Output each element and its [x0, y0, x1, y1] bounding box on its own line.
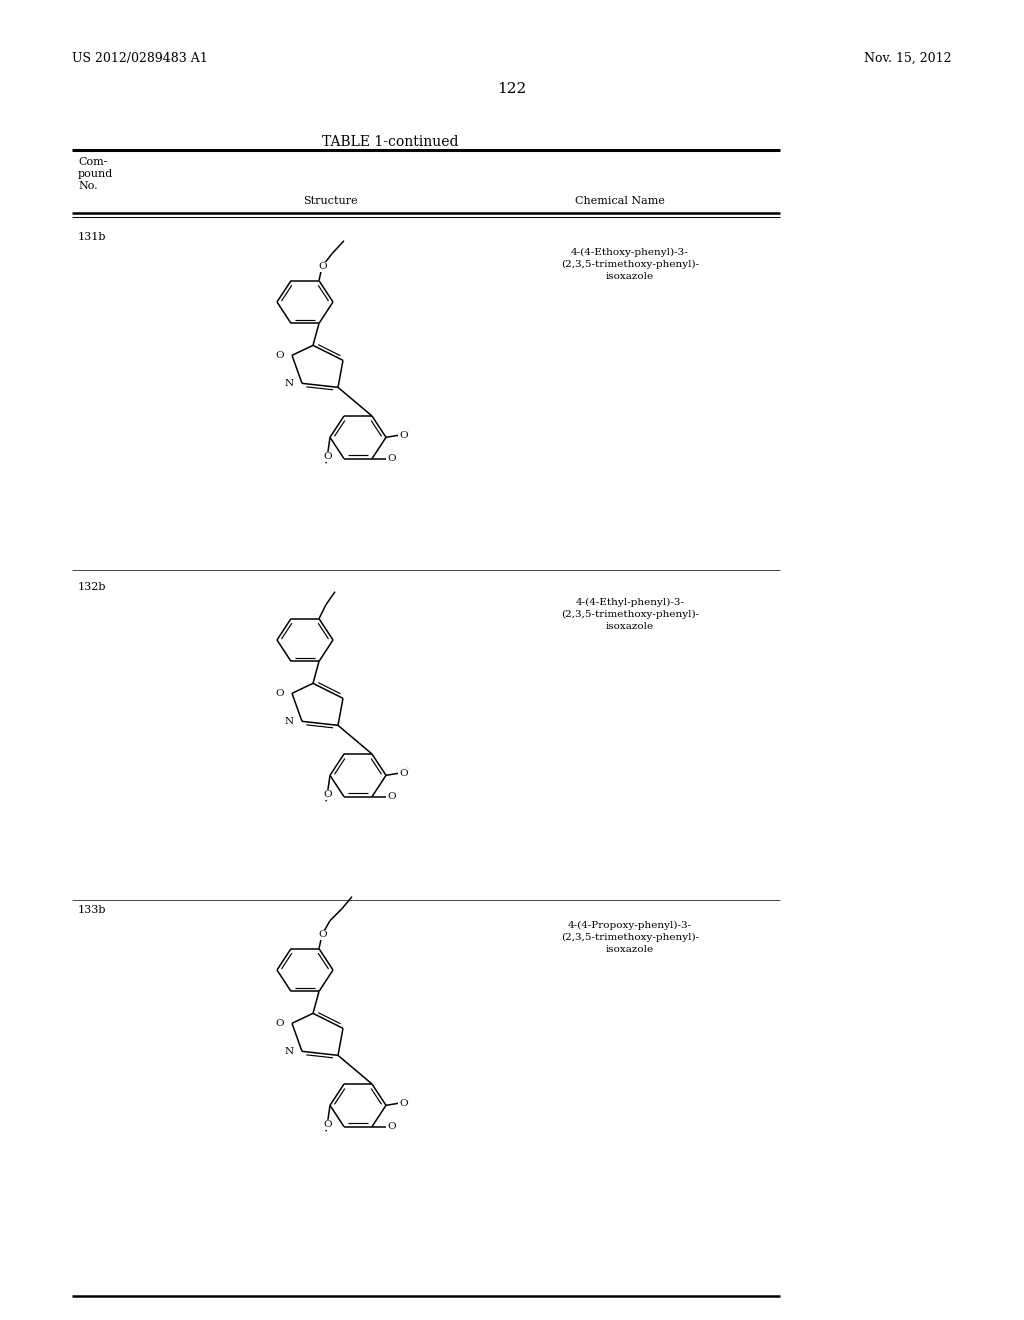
Text: Nov. 15, 2012: Nov. 15, 2012: [864, 51, 952, 65]
Text: 132b: 132b: [78, 582, 106, 591]
Text: isoxazole: isoxazole: [606, 272, 654, 281]
Text: pound: pound: [78, 169, 114, 180]
Text: 4-(4-Propoxy-phenyl)-3-: 4-(4-Propoxy-phenyl)-3-: [568, 921, 692, 931]
Text: N: N: [285, 379, 294, 388]
Text: Com-: Com-: [78, 157, 108, 168]
Text: Structure: Structure: [303, 195, 357, 206]
Text: (2,3,5-trimethoxy-phenyl)-: (2,3,5-trimethoxy-phenyl)-: [561, 260, 699, 269]
Text: O: O: [324, 791, 333, 800]
Text: O: O: [399, 768, 408, 777]
Text: O: O: [387, 454, 395, 463]
Text: US 2012/0289483 A1: US 2012/0289483 A1: [72, 51, 208, 65]
Text: O: O: [275, 689, 284, 698]
Text: O: O: [324, 1121, 333, 1130]
Text: O: O: [275, 1019, 284, 1028]
Text: O: O: [399, 430, 408, 440]
Text: (2,3,5-trimethoxy-phenyl)-: (2,3,5-trimethoxy-phenyl)-: [561, 610, 699, 619]
Text: O: O: [275, 351, 284, 360]
Text: isoxazole: isoxazole: [606, 945, 654, 954]
Text: O: O: [399, 1098, 408, 1107]
Text: 133b: 133b: [78, 906, 106, 915]
Text: 4-(4-Ethoxy-phenyl)-3-: 4-(4-Ethoxy-phenyl)-3-: [571, 248, 689, 257]
Text: O: O: [387, 792, 395, 801]
Text: (2,3,5-trimethoxy-phenyl)-: (2,3,5-trimethoxy-phenyl)-: [561, 933, 699, 942]
Text: O: O: [318, 263, 328, 271]
Text: 4-(4-Ethyl-phenyl)-3-: 4-(4-Ethyl-phenyl)-3-: [575, 598, 684, 607]
Text: N: N: [285, 717, 294, 726]
Text: 131b: 131b: [78, 232, 106, 242]
Text: O: O: [387, 1122, 395, 1131]
Text: O: O: [318, 931, 328, 939]
Text: N: N: [285, 1047, 294, 1056]
Text: Chemical Name: Chemical Name: [575, 195, 665, 206]
Text: 122: 122: [498, 82, 526, 96]
Text: isoxazole: isoxazole: [606, 622, 654, 631]
Text: TABLE 1-continued: TABLE 1-continued: [322, 135, 459, 149]
Text: No.: No.: [78, 181, 97, 191]
Text: O: O: [324, 453, 333, 461]
